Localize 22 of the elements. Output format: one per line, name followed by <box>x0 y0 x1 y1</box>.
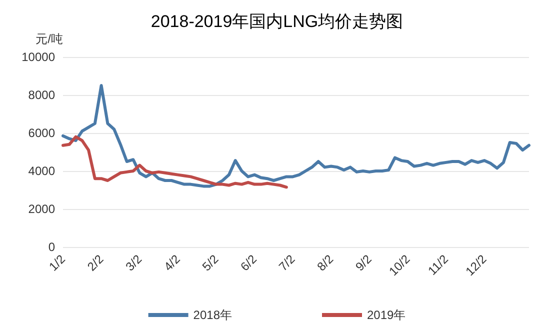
y-tick-label: 0 <box>48 240 56 254</box>
y-tick-label: 8000 <box>28 88 56 102</box>
y-axis-title: 元/吨 <box>36 32 63 46</box>
x-tick-label: 6/2 <box>238 252 260 274</box>
x-tick-label: 4/2 <box>161 252 184 274</box>
x-tick-label: 11/2 <box>425 252 452 278</box>
x-tick-label: 7/2 <box>276 252 298 274</box>
y-tick-label: 4000 <box>28 164 56 178</box>
x-tick-label: 8/2 <box>314 252 336 274</box>
x-tick-label: 1/2 <box>46 252 68 274</box>
legend-label: 2018年 <box>193 308 232 322</box>
y-tick-label: 10000 <box>22 50 56 64</box>
x-tick-label: 2/2 <box>84 252 106 274</box>
line-series <box>62 84 530 188</box>
chart-title: 2018-2019年国内LNG均价走势图 <box>150 12 404 31</box>
y-tick-label: 6000 <box>28 126 56 140</box>
y-tick-label: 2000 <box>28 202 56 216</box>
x-tick-label: 9/2 <box>352 252 375 274</box>
line-series <box>62 135 288 189</box>
legend-label: 2019年 <box>367 308 406 322</box>
x-tick-label: 3/2 <box>122 252 145 274</box>
x-tick-label: 5/2 <box>199 252 222 274</box>
